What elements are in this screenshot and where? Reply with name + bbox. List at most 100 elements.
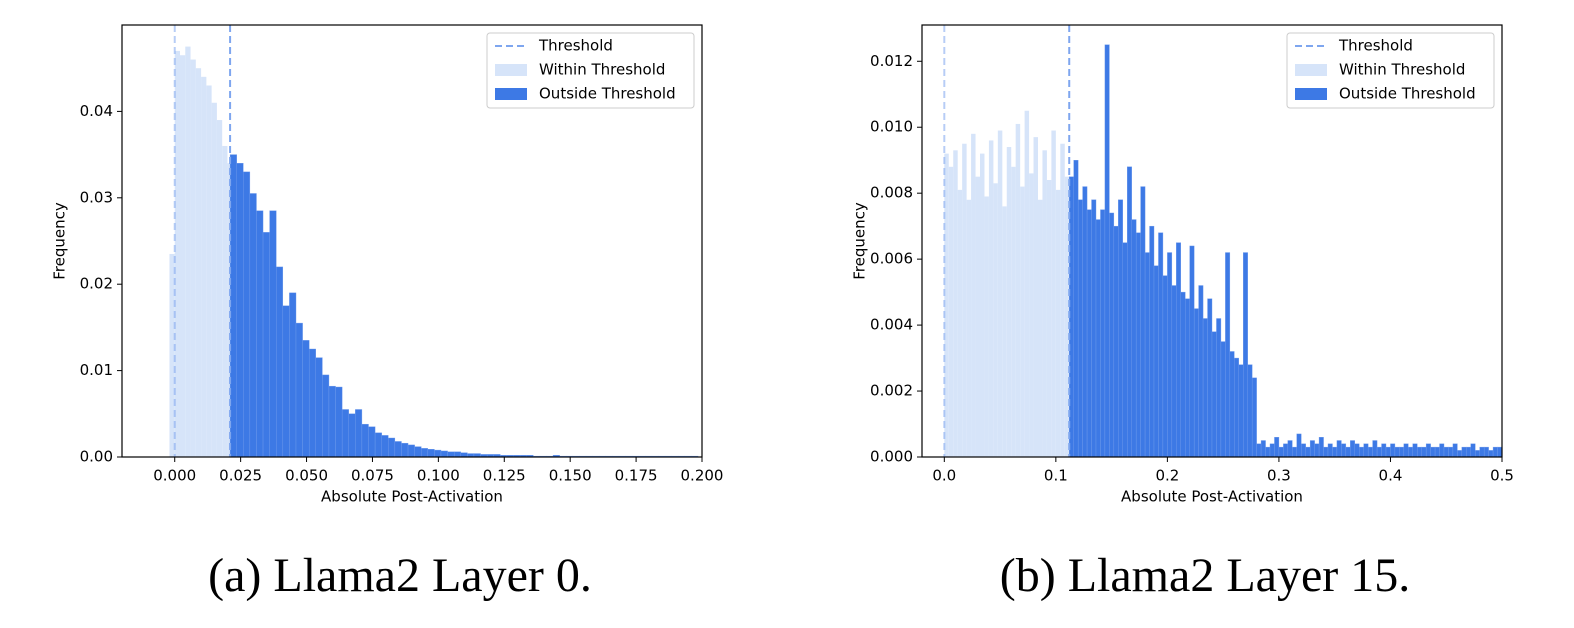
- histogram-bar: [1381, 443, 1387, 457]
- histogram-bar: [962, 143, 967, 457]
- histogram-bar: [966, 199, 972, 457]
- histogram-bar: [1475, 450, 1480, 457]
- histogram-bar: [1403, 443, 1409, 457]
- histogram-bar: [1376, 446, 1382, 457]
- histogram-bar: [1394, 446, 1400, 457]
- histogram-bar: [957, 189, 963, 457]
- histogram-bar: [195, 68, 202, 457]
- histogram-bar: [1269, 443, 1275, 457]
- x-tick-label: 0.4: [1379, 467, 1403, 485]
- histogram-bar: [341, 409, 349, 457]
- y-tick-label: 0.010: [870, 118, 913, 136]
- histogram-bar: [368, 426, 376, 457]
- y-tick-label: 0.006: [870, 250, 913, 268]
- histogram-bar: [1086, 209, 1092, 457]
- histogram-bar: [1064, 176, 1070, 457]
- histogram-bar: [1060, 143, 1065, 457]
- x-axis-label: Absolute Post-Activation: [1121, 488, 1303, 506]
- x-tick-label: 0.175: [615, 467, 658, 485]
- legend-label: Outside Threshold: [1339, 85, 1476, 103]
- histogram-bar: [328, 385, 336, 457]
- histogram-bar: [1207, 298, 1213, 457]
- histogram-bar: [236, 163, 244, 457]
- legend-label: Threshold: [1338, 37, 1413, 55]
- histogram-bar: [427, 449, 435, 457]
- x-tick-label: 0.150: [549, 467, 592, 485]
- y-axis-label: Frequency: [851, 202, 869, 280]
- histogram-bar: [262, 232, 270, 457]
- histogram-bar: [1408, 446, 1413, 457]
- legend-label: Outside Threshold: [539, 85, 676, 103]
- y-tick-label: 0.00: [80, 448, 113, 466]
- histogram-bar: [1024, 110, 1030, 457]
- histogram-bar: [1363, 443, 1369, 457]
- legend-swatch: [495, 64, 527, 76]
- x-tick-label: 0.2: [1155, 467, 1179, 485]
- histogram-bar: [1238, 364, 1244, 457]
- histogram-bar: [1301, 443, 1306, 457]
- histogram-bar: [1305, 446, 1311, 457]
- histogram-bar: [1332, 446, 1338, 457]
- histogram-bar: [190, 59, 196, 457]
- histogram-bar: [1180, 291, 1186, 457]
- histogram-bar: [1038, 199, 1043, 457]
- histogram-bar: [401, 442, 409, 457]
- histogram-bar: [1345, 446, 1351, 457]
- legend-label: Within Threshold: [1339, 61, 1465, 79]
- histogram-bar: [1082, 186, 1088, 457]
- histogram-bar: [1439, 443, 1445, 457]
- histogram-bar: [1153, 265, 1159, 457]
- x-tick-label: 0.050: [285, 467, 328, 485]
- histogram-bar: [1488, 450, 1494, 457]
- histogram-bar: [1466, 446, 1471, 457]
- x-tick-label: 0.000: [153, 467, 196, 485]
- histogram-bar: [1260, 440, 1266, 457]
- x-tick-label: 0.200: [681, 467, 724, 485]
- y-tick-label: 0.03: [80, 188, 113, 206]
- histogram-bar: [1046, 179, 1052, 457]
- histogram-bar: [1385, 446, 1391, 457]
- histogram-bar: [980, 153, 985, 457]
- histogram-bar: [1118, 199, 1123, 457]
- histogram-bar: [1399, 446, 1405, 457]
- histogram-bar: [948, 166, 954, 457]
- histogram-bar: [249, 193, 257, 457]
- x-tick-label: 0.075: [351, 467, 394, 485]
- histogram-bar: [1051, 130, 1056, 457]
- histogram-bar: [1006, 147, 1012, 457]
- histogram-bar: [180, 55, 186, 457]
- histogram-bar: [289, 292, 297, 457]
- legend-swatch: [495, 88, 527, 100]
- histogram-bar: [460, 452, 468, 457]
- histogram-bar: [1492, 446, 1498, 457]
- histogram-bar: [453, 451, 461, 457]
- histogram-bar: [1122, 242, 1128, 457]
- legend-box: [486, 32, 695, 109]
- histogram-bar: [1127, 166, 1132, 457]
- y-tick-label: 0.02: [80, 275, 113, 293]
- histogram-bar: [388, 437, 396, 457]
- histogram-bar: [282, 305, 290, 457]
- histogram-bar: [185, 46, 191, 457]
- histogram-bar: [1309, 440, 1315, 457]
- axes-frame: [921, 24, 1503, 458]
- histogram-bar: [1274, 437, 1280, 457]
- histogram-bar: [227, 163, 231, 457]
- histogram-bar: [1296, 433, 1302, 457]
- histogram-bar: [243, 171, 251, 457]
- histogram-bar: [440, 450, 448, 457]
- histogram-bar: [1202, 318, 1208, 457]
- histogram-bar: [374, 432, 382, 457]
- histogram-bar: [394, 441, 402, 457]
- histogram-bar: [1042, 150, 1047, 457]
- histogram-bar: [1234, 357, 1239, 457]
- legend-box: [1286, 32, 1495, 109]
- histogram-bar: [1336, 440, 1342, 457]
- legend-label: Within Threshold: [539, 61, 665, 79]
- x-tick-label: 0.125: [483, 467, 526, 485]
- histogram-bar: [1367, 446, 1373, 457]
- histogram-bar: [1100, 209, 1106, 457]
- histogram-bar: [1247, 364, 1253, 457]
- histogram-bar: [421, 448, 429, 457]
